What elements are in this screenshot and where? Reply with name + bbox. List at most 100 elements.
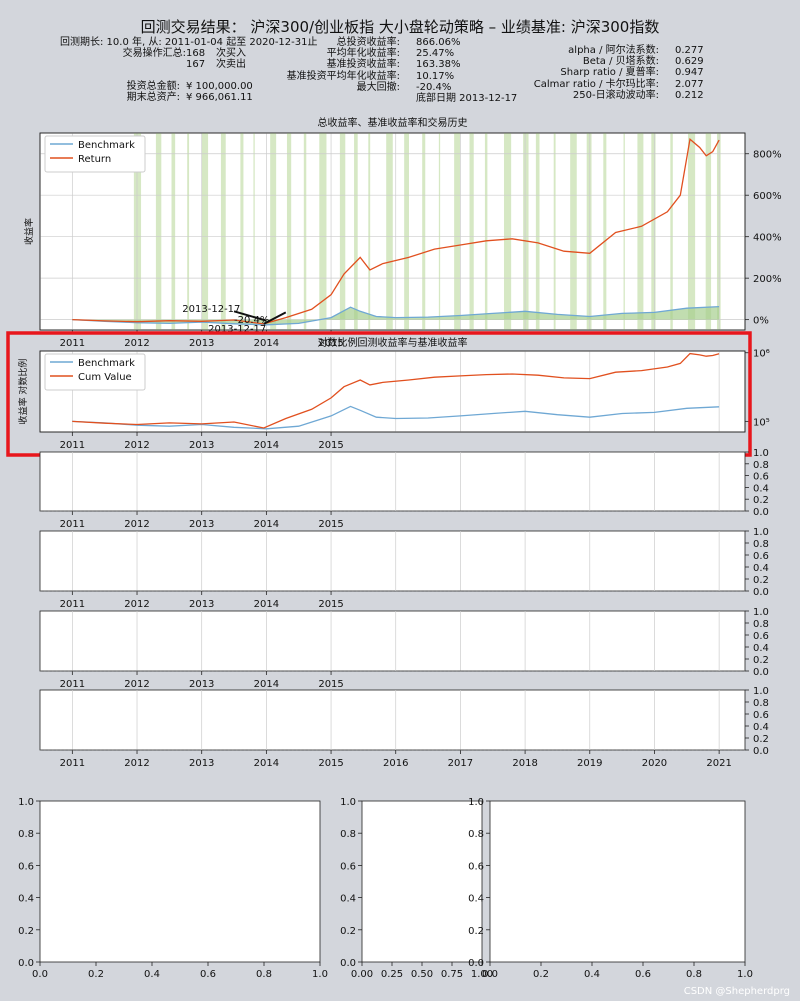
y-tick-label: 0.8 [753, 539, 769, 550]
ops-label: 交易操作汇总: [122, 48, 186, 59]
stat-mid-value: 163.38% [416, 59, 461, 71]
trade-band [523, 133, 529, 330]
annotation-label: 2013-12-17 [182, 304, 240, 315]
bottom-y-tick-label: 0.2 [340, 926, 356, 937]
bottom-y-tick-label: 0.4 [18, 894, 34, 905]
bottom-x-tick-label: 0.2 [533, 969, 549, 980]
stats-left: 回测期长: 10.0 年, 从: 2011-01-04 起至 2020-12-3… [60, 37, 318, 48]
trade-band [319, 133, 327, 330]
bottom-x-tick-label: 0.0 [32, 969, 48, 980]
legend-box [44, 135, 146, 173]
trade-bands [133, 133, 721, 330]
bottom-y-tick-label: 0.0 [340, 958, 356, 969]
stat-right-label: Sharp ratio / 夏普率: [560, 67, 659, 79]
x-tick-label: 2015 [318, 599, 343, 610]
x-tick-label: 2015 [318, 338, 343, 349]
x-tick-label: 2013 [189, 679, 214, 690]
trade-band [404, 133, 409, 330]
x-tick-label: 2017 [448, 758, 473, 769]
invest-value: ¥ 100,000.00 [186, 81, 253, 92]
stat-right-label: Beta / 贝塔系数: [582, 56, 659, 68]
trade-band [603, 133, 607, 330]
bottom-x-tick-label: 0.6 [635, 969, 651, 980]
page-title: 回测交易结果： 沪深300/创业板指 大小盘轮动策略 – 业绩基准: 沪深300… [140, 18, 660, 36]
y-tick-label: 1.0 [753, 448, 769, 459]
y-tick-label: 0.8 [753, 460, 769, 471]
log-frame [39, 350, 746, 433]
bottom-x-tick-label: 0.2 [88, 969, 104, 980]
bottom-panel-2 [361, 800, 483, 963]
bottom-x-tick-label: 0.0 [482, 969, 498, 980]
stat-mid-value: 866.06% [416, 37, 461, 48]
y-tick-label: 0.2 [753, 575, 769, 586]
returns-ylabel: 收益率 [23, 218, 35, 245]
bottom-x-tick-label: 0.50 [411, 969, 433, 980]
log-plot-area [39, 350, 746, 433]
trade-band [422, 133, 426, 330]
x-tick-label: 2014 [254, 440, 279, 451]
y-tick-label: 0.2 [753, 734, 769, 745]
stat-right-label: Calmar ratio / 卡尔玛比率: [533, 78, 659, 90]
x-tick-label: 2013 [189, 338, 214, 349]
bottom-x-tick-label: 1.0 [737, 969, 753, 980]
trade-band [270, 133, 277, 330]
trade-band [670, 133, 673, 330]
x-tick-label: 2012 [124, 338, 149, 349]
empty-panel-3 [39, 610, 746, 672]
bottom-y-tick-label: 0.2 [18, 926, 34, 937]
trade-band [535, 133, 540, 330]
sell-count: 167 [186, 59, 206, 70]
trade-band [637, 133, 644, 330]
trade-band [651, 133, 656, 330]
trade-band [469, 133, 474, 330]
bottom-y-tick-label: 0.4 [468, 894, 484, 905]
stat-mid-value: 25.47% [416, 48, 455, 60]
stat-mid-label: 基准投资平均年化收益率: [286, 70, 400, 82]
y-tick-label: 0.6 [753, 472, 769, 483]
x-tick-label: 2015 [318, 440, 343, 451]
x-tick-label: 2011 [60, 338, 85, 349]
log-series-cum-value [72, 352, 720, 429]
x-tick-label: 2019 [577, 758, 602, 769]
log-ylabel: 收益率 对数比例 [17, 359, 29, 425]
y-tick-label: 0.4 [753, 643, 769, 654]
trade-band [133, 133, 142, 330]
bottom-x-tick-label: 0.4 [144, 969, 160, 980]
x-tick-label: 2014 [254, 519, 279, 530]
bottom-y-tick-label: 0.8 [468, 829, 484, 840]
trade-band [386, 133, 393, 330]
y-tick-label: 0.4 [753, 563, 769, 574]
final-label: 期末总资产: [126, 92, 180, 103]
legend: Benchmark Return [44, 135, 146, 173]
stat-right-value: 0.629 [675, 56, 704, 68]
trade-band [454, 133, 461, 330]
bottom-x-tick-label: 1.0 [312, 969, 328, 980]
invest-label: 投资总金额: [126, 81, 180, 92]
stat-mid-value: -20.4% [416, 81, 452, 93]
stat-mid-label: 基准投资收益率: [326, 59, 400, 71]
empty-panel-2 [39, 530, 746, 592]
y-tick-label: 0.0 [753, 587, 769, 598]
x-tick-label: 2020 [642, 758, 667, 769]
trade-band [368, 133, 371, 330]
legend: Benchmark Cum Value [44, 353, 146, 391]
y-tick-label: 0.6 [753, 710, 769, 721]
x-tick-label: 2011 [60, 758, 85, 769]
stat-right-value: 0.277 [675, 45, 704, 56]
x-tick-label: 2012 [124, 679, 149, 690]
returns-frame [39, 132, 746, 331]
x-tick-label: 2016 [383, 758, 408, 769]
trade-band [705, 133, 712, 330]
x-tick-label: 2011 [60, 519, 85, 530]
stat-mid-label: 平均年化收益率: [326, 48, 400, 60]
bottom-x-tick-label: 1.00 [471, 969, 493, 980]
legend-box [44, 353, 146, 391]
x-tick-label: 2013 [189, 758, 214, 769]
bottom-x-tick-label: 0.00 [351, 969, 373, 980]
annotation-label: 2013-12-17 [208, 324, 266, 335]
stat-right-value: 2.077 [675, 78, 704, 90]
legend-label: Benchmark [78, 140, 135, 151]
trade-band [484, 133, 488, 330]
bottom-x-tick-label: 0.25 [381, 969, 403, 980]
